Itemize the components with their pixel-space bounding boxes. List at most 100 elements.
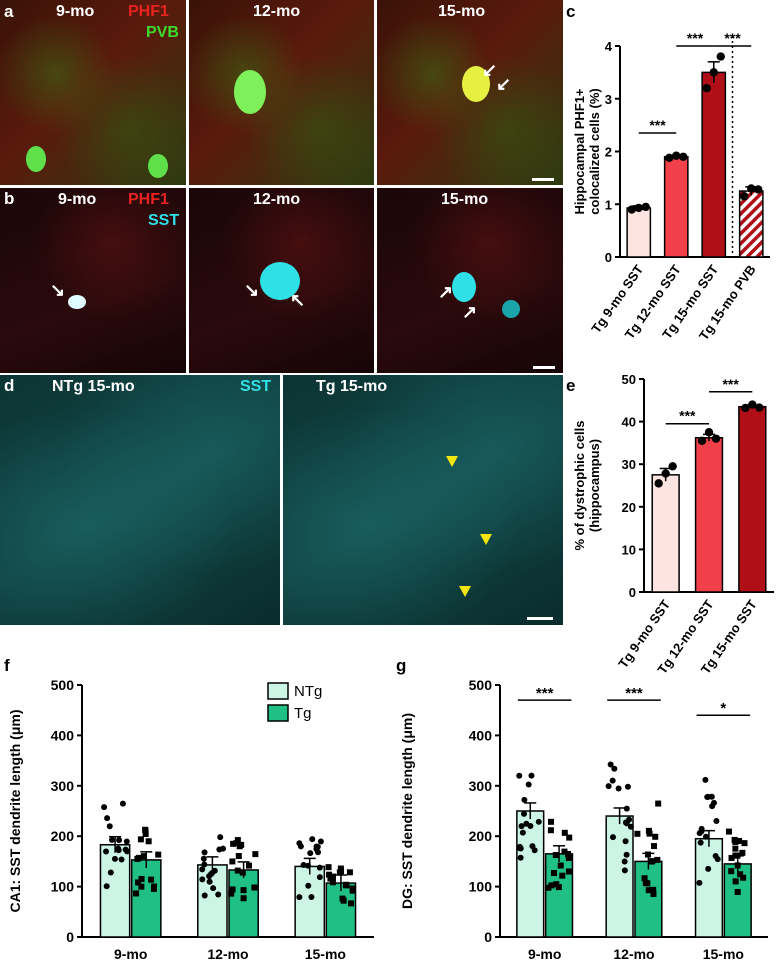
data-point bbox=[317, 838, 324, 845]
data-point bbox=[557, 862, 564, 869]
data-point bbox=[732, 845, 739, 852]
data-point bbox=[644, 851, 651, 858]
bar bbox=[605, 815, 634, 938]
data-point bbox=[133, 890, 140, 897]
legend-swatch bbox=[267, 682, 289, 700]
data-point bbox=[234, 837, 241, 844]
x-tick-label: 15-mo bbox=[305, 946, 346, 962]
data-point bbox=[624, 783, 631, 790]
data-point bbox=[305, 882, 312, 889]
y-axis-title: Hippocampal PHF1+colocalized cells (%) bbox=[572, 88, 602, 215]
y-tick-label: 100 bbox=[469, 879, 493, 895]
marker-label-sst: SST bbox=[240, 378, 272, 395]
data-point bbox=[634, 830, 641, 837]
data-point bbox=[565, 855, 572, 862]
data-point bbox=[621, 858, 628, 865]
data-point bbox=[704, 428, 714, 437]
data-point bbox=[329, 879, 336, 886]
bar bbox=[626, 207, 652, 258]
data-point bbox=[150, 885, 157, 892]
data-point bbox=[521, 810, 528, 817]
bar bbox=[694, 437, 724, 593]
pvb-cell bbox=[234, 70, 266, 114]
data-point bbox=[349, 887, 356, 894]
data-point bbox=[702, 84, 711, 93]
data-point bbox=[714, 856, 721, 863]
y-tick-label: 1 bbox=[605, 197, 612, 212]
data-point bbox=[104, 815, 111, 822]
data-point bbox=[754, 185, 763, 194]
data-point bbox=[111, 855, 118, 862]
data-point bbox=[697, 436, 707, 445]
data-point bbox=[296, 840, 303, 847]
data-point bbox=[623, 805, 630, 812]
data-point bbox=[713, 817, 720, 824]
legend-label: NTg bbox=[294, 683, 322, 700]
data-point bbox=[228, 890, 235, 897]
data-point bbox=[651, 843, 658, 850]
data-point bbox=[316, 864, 323, 871]
data-point bbox=[622, 838, 629, 845]
data-point bbox=[655, 800, 662, 807]
data-point bbox=[230, 840, 237, 847]
data-point bbox=[565, 851, 572, 858]
x-tick-label: 12-mo bbox=[613, 946, 654, 962]
data-point bbox=[732, 838, 739, 845]
scale-bar bbox=[532, 178, 554, 181]
data-point bbox=[709, 68, 718, 77]
data-point bbox=[210, 885, 217, 892]
data-point bbox=[755, 403, 764, 412]
data-point bbox=[305, 862, 312, 869]
data-point bbox=[740, 874, 747, 881]
y-tick-label: 100 bbox=[51, 879, 75, 895]
y-tick-label: 3 bbox=[605, 92, 612, 107]
data-point bbox=[650, 886, 657, 893]
data-point bbox=[330, 873, 337, 880]
data-point bbox=[300, 862, 307, 869]
data-point bbox=[206, 878, 213, 885]
data-point bbox=[199, 876, 206, 883]
y-tick-label: 40 bbox=[622, 415, 636, 430]
data-point bbox=[611, 765, 618, 772]
arrow-icon: ↙ bbox=[482, 60, 498, 80]
data-point bbox=[740, 192, 749, 201]
data-point bbox=[652, 833, 659, 840]
age-label-12mo: 12-mo bbox=[253, 3, 301, 20]
data-point bbox=[525, 781, 532, 788]
data-point bbox=[519, 829, 526, 836]
panel-b-image-9mo bbox=[0, 188, 186, 373]
data-point bbox=[654, 856, 661, 863]
data-point bbox=[627, 205, 636, 214]
data-point bbox=[696, 879, 703, 886]
significance-label: *** bbox=[722, 376, 739, 392]
data-point bbox=[528, 772, 535, 779]
data-point bbox=[728, 854, 735, 861]
data-point bbox=[605, 783, 612, 790]
sst-cell bbox=[452, 272, 476, 302]
data-point bbox=[142, 831, 149, 838]
age-label-9mo: 9-mo bbox=[58, 191, 97, 208]
data-point bbox=[548, 818, 555, 825]
data-point bbox=[679, 152, 688, 161]
y-tick-label: 500 bbox=[469, 677, 493, 693]
significance-label: * bbox=[720, 700, 726, 717]
data-point bbox=[108, 836, 115, 843]
arrow-icon: ↙ bbox=[496, 74, 512, 94]
marker-label-phf1: PHF1 bbox=[128, 3, 169, 20]
arrow-icon: ↘ bbox=[50, 280, 66, 300]
data-point bbox=[208, 871, 215, 878]
data-point bbox=[239, 869, 246, 876]
panel-c-label: c bbox=[566, 2, 576, 21]
y-tick-label: 50 bbox=[622, 372, 636, 387]
chart-e: 0 10 20 30 40 50 % of dystrophic cells(hippoca… bbox=[572, 372, 774, 677]
data-point bbox=[716, 52, 725, 61]
data-point bbox=[548, 882, 555, 889]
data-point bbox=[748, 400, 757, 409]
data-point bbox=[661, 469, 670, 478]
pvb-cell bbox=[462, 66, 490, 102]
age-label-12mo: 12-mo bbox=[253, 191, 301, 208]
data-point bbox=[229, 886, 236, 893]
data-point bbox=[296, 894, 303, 901]
data-point bbox=[119, 800, 126, 807]
arrow-icon: ↘ bbox=[244, 280, 260, 300]
